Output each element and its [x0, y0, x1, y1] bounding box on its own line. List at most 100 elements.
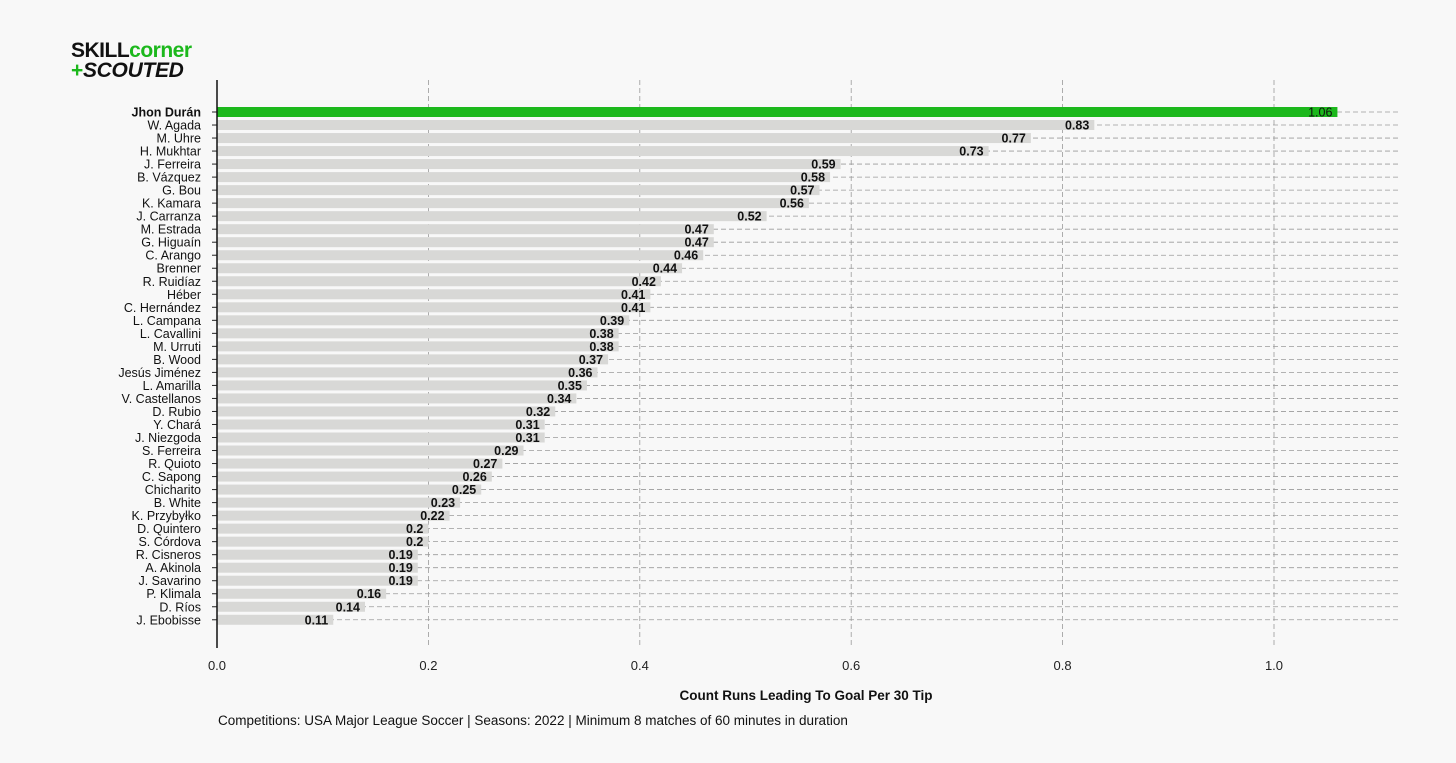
data-label: 1.06 [1308, 106, 1332, 120]
bar [217, 393, 577, 404]
data-label: 0.44 [653, 262, 677, 276]
y-tick-label: R. Ruidíaz [143, 275, 201, 289]
data-label: 0.73 [959, 145, 983, 159]
bar [217, 367, 598, 378]
data-label: 0.59 [811, 158, 835, 172]
y-tick-label: J. Carranza [136, 210, 201, 224]
bar [217, 341, 619, 352]
y-tick-label: Héber [167, 288, 201, 302]
data-label: 0.31 [515, 418, 539, 432]
y-tick-label: J. Ebobisse [136, 613, 201, 627]
y-tick-label: J. Savarino [138, 574, 201, 588]
logo-skillcorner: SKILLcorner [71, 39, 192, 62]
y-tick-label: H. Mukhtar [140, 145, 201, 159]
y-tick-label: C. Hernández [124, 301, 201, 315]
bar [217, 250, 704, 261]
data-label: 0.35 [558, 379, 582, 393]
data-label: 0.58 [801, 171, 825, 185]
labels: 0.0 0.2 0.4 0.6 0.8 1.0 Jhon Durán 1.06 W. Agada… [118, 106, 1332, 674]
data-label: 0.39 [600, 314, 624, 328]
y-tick-label: S. Córdova [138, 535, 201, 549]
bar [217, 328, 619, 339]
y-tick-label: K. Kamara [142, 197, 201, 211]
data-label: 0.41 [621, 301, 645, 315]
data-label: 0.38 [589, 327, 613, 341]
y-tick-label: A. Akinola [145, 561, 201, 575]
bar [217, 497, 461, 508]
y-tick-label: M. Estrada [141, 223, 201, 237]
bar [217, 211, 767, 222]
data-label: 0.77 [1002, 132, 1026, 146]
data-label: 0.29 [494, 444, 518, 458]
data-label: 0.27 [473, 457, 497, 471]
y-tick-label: Jhon Durán [132, 106, 201, 120]
y-tick-label: J. Niezgoda [135, 431, 201, 445]
bar [217, 471, 492, 482]
y-tick-label: G. Bou [162, 184, 201, 198]
x-tick-label: 0.0 [208, 658, 226, 673]
bar [217, 549, 418, 560]
bar [217, 120, 1095, 131]
y-tick-label: Chicharito [145, 483, 201, 497]
data-label: 0.47 [684, 236, 708, 250]
x-tick-label: 0.2 [419, 658, 437, 673]
footnote: Competitions: USA Major League Soccer | … [218, 713, 848, 728]
axes [212, 80, 218, 648]
y-tick-label: D. Rubio [152, 405, 201, 419]
y-tick-label: Brenner [157, 262, 201, 276]
bar [217, 445, 524, 456]
data-label: 0.46 [674, 249, 698, 263]
y-tick-label: P. Klimala [146, 587, 201, 601]
data-label: 0.31 [515, 431, 539, 445]
data-label: 0.34 [547, 392, 571, 406]
data-label: 0.26 [462, 470, 486, 484]
bar [217, 289, 651, 300]
data-label: 0.32 [526, 405, 550, 419]
bar [217, 575, 418, 586]
bar [217, 484, 482, 495]
y-tick-label: J. Ferreira [144, 158, 201, 172]
bar [217, 432, 545, 443]
y-tick-label: B. Vázquez [137, 171, 201, 185]
y-tick-label: L. Amarilla [143, 379, 201, 393]
data-label: 0.11 [305, 613, 329, 627]
y-tick-label: V. Castellanos [122, 392, 201, 406]
bar [217, 523, 429, 534]
data-label: 0.19 [388, 574, 412, 588]
bar [217, 562, 418, 573]
y-tick-label: R. Cisneros [136, 548, 201, 562]
bar [217, 380, 587, 391]
bars [217, 107, 1338, 625]
y-tick-label: L. Cavallini [140, 327, 201, 341]
data-label: 0.47 [684, 223, 708, 237]
bar [217, 354, 609, 365]
data-label: 0.37 [579, 353, 603, 367]
bar [217, 198, 809, 209]
bar [217, 302, 651, 313]
y-tick-label: B. Wood [153, 353, 201, 367]
y-tick-label: R. Quioto [148, 457, 201, 471]
y-tick-label: G. Higuaín [141, 236, 201, 250]
y-tick-label: B. White [154, 496, 201, 510]
y-tick-label: M. Uhre [157, 132, 202, 146]
bar [217, 185, 820, 196]
bar [217, 146, 989, 157]
bar [217, 263, 683, 274]
data-label: 0.19 [388, 561, 412, 575]
data-label: 0.57 [790, 184, 814, 198]
data-label: 0.2 [406, 522, 423, 536]
data-label: 0.42 [632, 275, 656, 289]
logo: SKILLcorner +SCOUTED [71, 40, 192, 81]
x-tick-label: 1.0 [1265, 658, 1283, 673]
y-tick-label: C. Sapong [142, 470, 201, 484]
y-tick-label: D. Quintero [137, 522, 201, 536]
data-label: 0.14 [336, 600, 360, 614]
data-label: 0.16 [357, 587, 381, 601]
data-label: 0.2 [406, 535, 423, 549]
bar [217, 172, 831, 183]
data-label: 0.25 [452, 483, 476, 497]
bar [217, 237, 714, 248]
y-tick-label: S. Ferreira [142, 444, 201, 458]
bar [217, 133, 1031, 144]
